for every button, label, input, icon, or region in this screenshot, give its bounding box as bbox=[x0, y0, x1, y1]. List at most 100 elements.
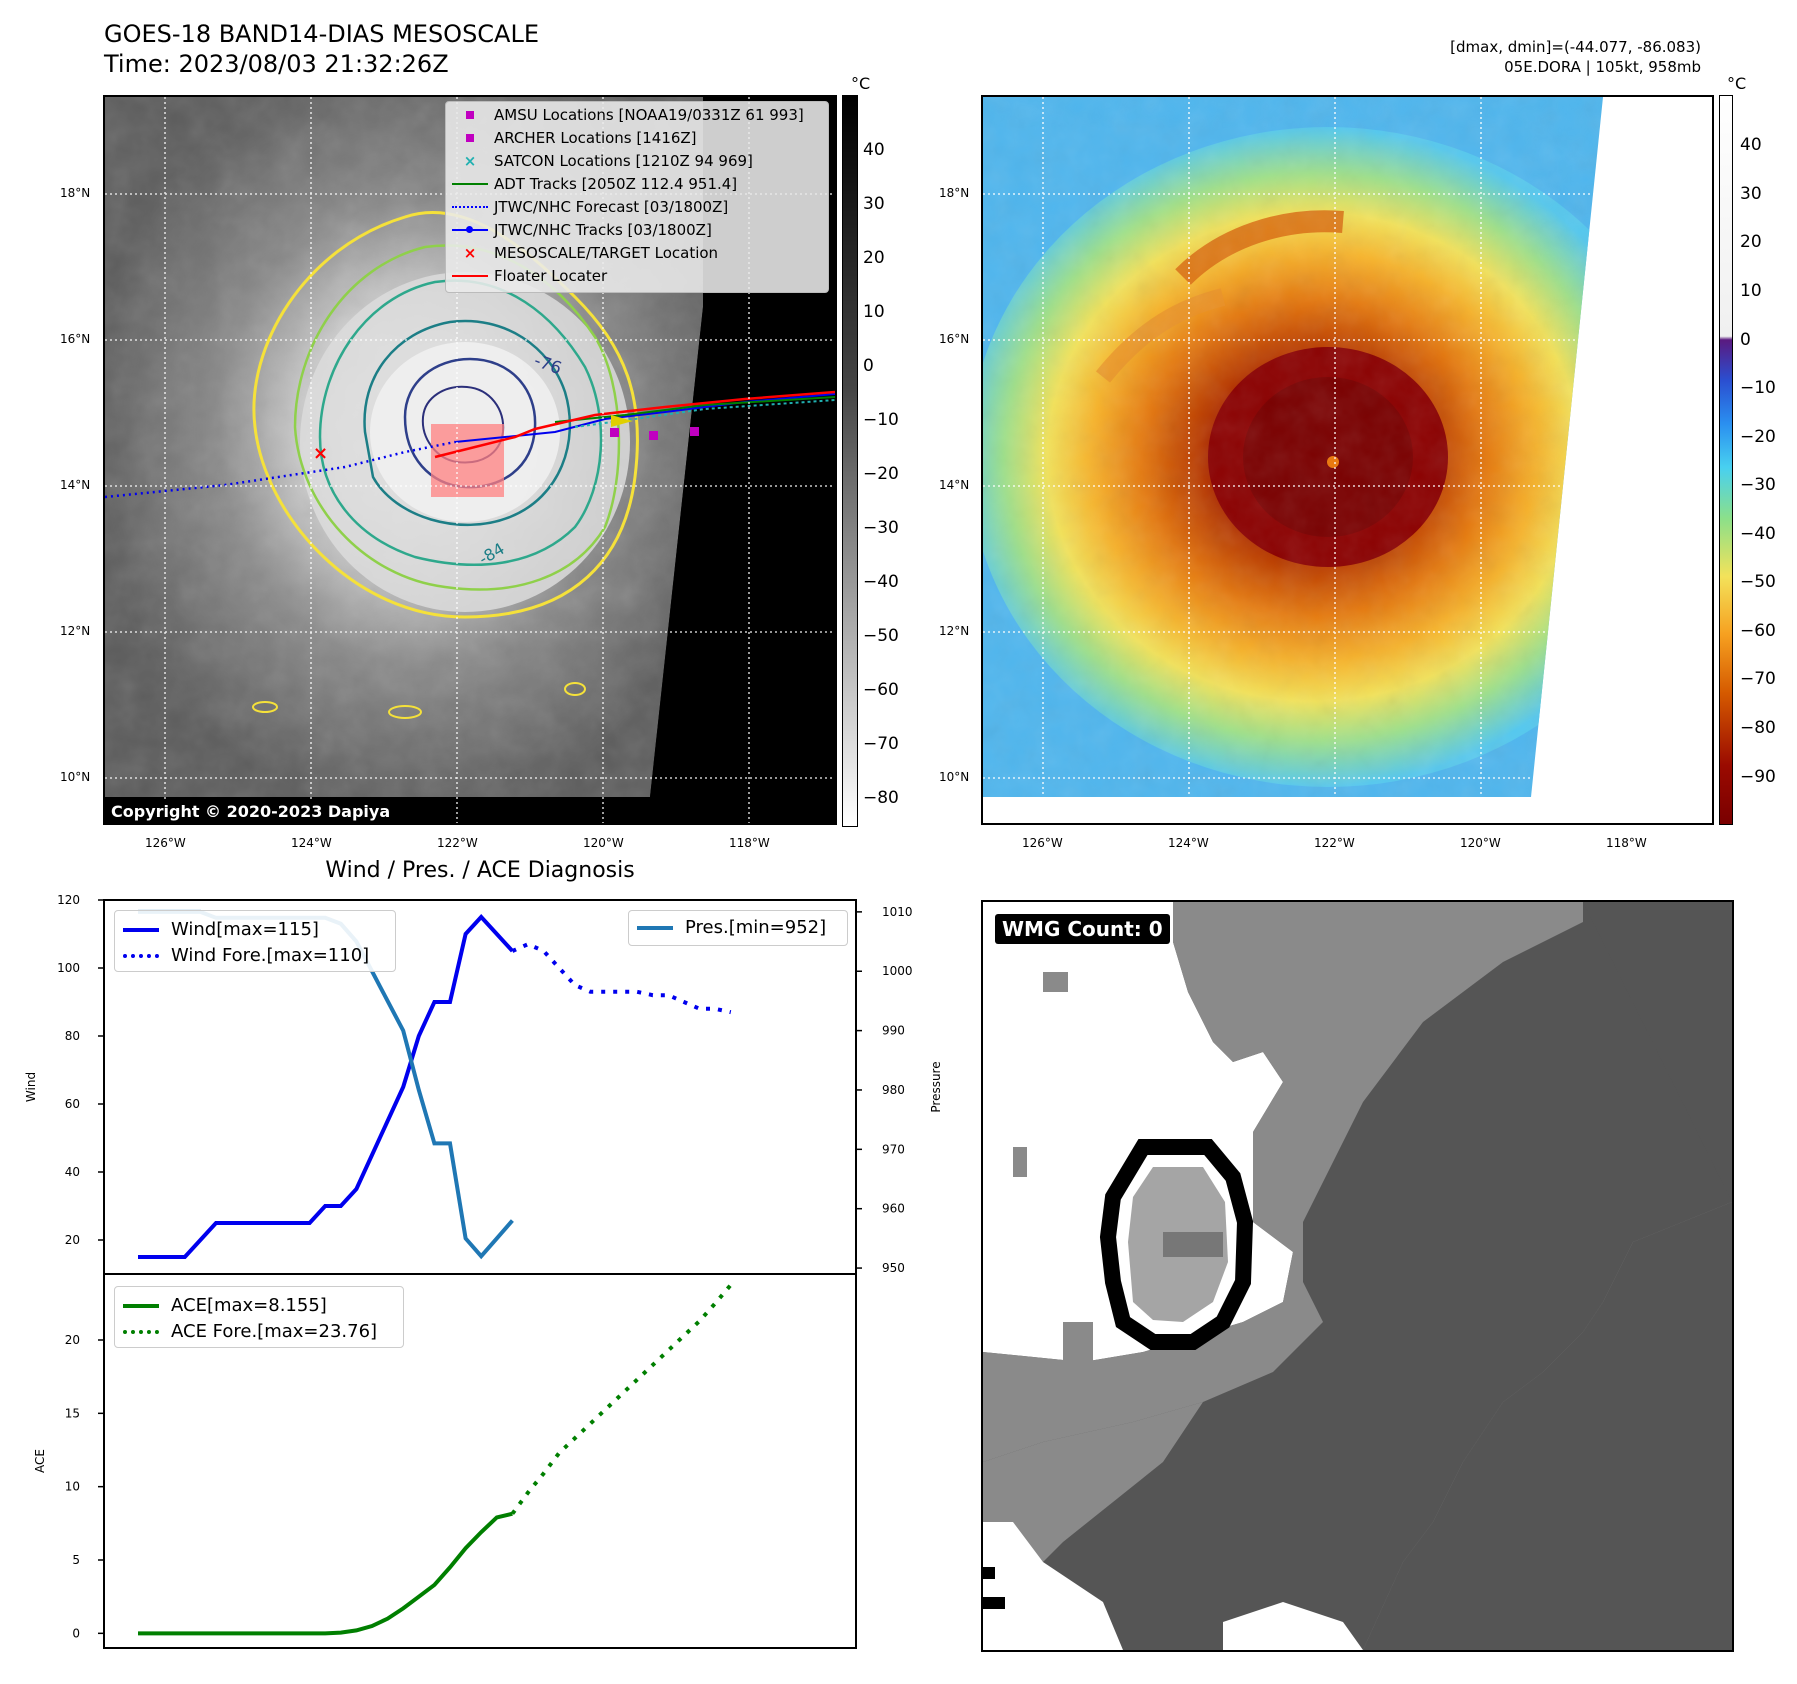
square-icon bbox=[466, 134, 474, 142]
colorbar-tick: −70 bbox=[1740, 669, 1776, 689]
wmg-panel: WMG Count: 0 bbox=[981, 900, 1734, 1652]
y-right-tick-label: 990 bbox=[882, 1024, 905, 1038]
wind-axis-label: Wind bbox=[24, 1072, 38, 1102]
y-right-tick-label: 970 bbox=[882, 1142, 905, 1156]
map-legend: AMSU Locations [NOAA19/0331Z 61 993] ARC… bbox=[445, 101, 829, 293]
legend-item-archer: ARCHER Locations [1416Z] bbox=[446, 127, 697, 149]
ir-color-enhanced-map bbox=[981, 95, 1714, 825]
square-icon bbox=[466, 111, 474, 119]
legend-label: JTWC/NHC Forecast [03/1800Z] bbox=[494, 198, 729, 216]
lon-label: 126°W bbox=[1022, 836, 1063, 850]
lat-label: 10°N bbox=[939, 770, 970, 784]
y-tick-label: 100 bbox=[57, 961, 80, 975]
lon-label: 124°W bbox=[1168, 836, 1209, 850]
copyright-label: Copyright © 2020-2023 Dapiya bbox=[105, 800, 397, 823]
legend-item-satcon: × SATCON Locations [1210Z 94 969] bbox=[446, 150, 753, 172]
wind-legend: Wind[max=115] Wind Fore.[max=110] bbox=[114, 910, 396, 972]
stats-line1: [dmax, dmin]=(-44.077, -86.083) bbox=[1450, 38, 1701, 56]
lat-label: 14°N bbox=[60, 478, 91, 492]
line-icon bbox=[452, 183, 488, 185]
wmg-image bbox=[983, 902, 1732, 1650]
colorbar-tick: −50 bbox=[1740, 572, 1776, 592]
wind-pressure-ace-chart: 20 40 60 80 100 120 950 960 970 980 990 1000 1010 0 5 1… bbox=[24, 893, 943, 1649]
y-right-tick-label: 1010 bbox=[882, 905, 913, 919]
pressure-legend: Pres.[min=952] bbox=[628, 910, 848, 946]
line-dot-icon bbox=[452, 226, 488, 233]
legend-item-forecast: JTWC/NHC Forecast [03/1800Z] bbox=[446, 196, 728, 218]
y-right-tick-label: 1000 bbox=[882, 964, 913, 978]
colorbar-tick: −20 bbox=[1740, 427, 1776, 447]
colorbar-tick: −30 bbox=[1740, 475, 1776, 495]
legend-label: ACE[max=8.155] bbox=[171, 1295, 327, 1316]
lon-label: 120°W bbox=[583, 836, 624, 850]
colorbar-tick: −50 bbox=[863, 626, 899, 646]
lat-label: 18°N bbox=[939, 186, 970, 200]
series-line-0 bbox=[138, 914, 514, 1259]
colorbar-tick: −70 bbox=[863, 734, 899, 754]
ace-tick-label: 0 bbox=[72, 1626, 80, 1640]
legend-item-target: × MESOSCALE/TARGET Location bbox=[446, 242, 718, 264]
lon-label: 126°W bbox=[145, 836, 186, 850]
diagnosis-title: Wind / Pres. / ACE Diagnosis bbox=[325, 858, 635, 883]
left-colorbar-unit: °C bbox=[851, 74, 871, 93]
ace-tick-label: 5 bbox=[72, 1553, 80, 1567]
colorbar-tick: 30 bbox=[1740, 184, 1762, 204]
colorbar-tick: 10 bbox=[863, 302, 885, 322]
legend-label: Wind[max=115] bbox=[171, 919, 319, 940]
figure-title-line1: GOES-18 BAND14-DIAS MESOSCALE bbox=[104, 20, 540, 48]
mesoscale-target-box bbox=[431, 424, 504, 497]
legend-label: AMSU Locations [NOAA19/0331Z 61 993] bbox=[494, 106, 804, 124]
colorbar-tick: −10 bbox=[1740, 378, 1776, 398]
colorbar-tick: −40 bbox=[1740, 524, 1776, 544]
figure-title-line2: Time: 2023/08/03 21:32:26Z bbox=[104, 50, 449, 78]
colorbar-tick: 20 bbox=[1740, 232, 1762, 252]
legend-label: MESOSCALE/TARGET Location bbox=[494, 244, 719, 262]
colorbar-tick: 40 bbox=[1740, 135, 1762, 155]
lat-label: 16°N bbox=[60, 332, 91, 346]
dotted-line-icon bbox=[452, 206, 488, 208]
ir-grayscale-map: -76 -84 × bbox=[103, 95, 837, 825]
right-colorbar bbox=[1719, 95, 1733, 825]
stats-line2: 05E.DORA | 105kt, 958mb bbox=[1504, 58, 1701, 76]
legend-label: Floater Locater bbox=[494, 267, 608, 285]
lon-label: 118°W bbox=[729, 836, 770, 850]
legend-label: Wind Fore.[max=110] bbox=[171, 945, 370, 966]
colorbar-tick: 20 bbox=[863, 248, 885, 268]
legend-item-adt: ADT Tracks [2050Z 112.4 951.4] bbox=[446, 173, 737, 195]
colorbar-tick: −60 bbox=[1740, 621, 1776, 641]
legend-item-ace: ACE[max=8.155] bbox=[123, 1295, 327, 1316]
dotted-line-icon bbox=[123, 953, 159, 958]
right-colorbar-unit: °C bbox=[1727, 74, 1747, 93]
colorbar-tick: −90 bbox=[1740, 767, 1776, 787]
line-icon bbox=[637, 925, 673, 930]
ace-legend: ACE[max=8.155] ACE Fore.[max=23.76] bbox=[114, 1286, 404, 1348]
legend-item-wind: Wind[max=115] bbox=[123, 919, 319, 940]
ace-axis-label: ACE bbox=[33, 1449, 47, 1473]
lon-label: 120°W bbox=[1460, 836, 1501, 850]
lat-label: 12°N bbox=[939, 624, 970, 638]
lon-label: 122°W bbox=[437, 836, 478, 850]
colorbar-tick: −30 bbox=[863, 518, 899, 538]
wmg-count-badge: WMG Count: 0 bbox=[995, 914, 1170, 944]
lat-label: 16°N bbox=[939, 332, 970, 346]
legend-label: ADT Tracks [2050Z 112.4 951.4] bbox=[494, 175, 738, 193]
legend-label: ACE Fore.[max=23.76] bbox=[171, 1321, 378, 1342]
ace-tick-label: 20 bbox=[65, 1333, 80, 1347]
x-icon: × bbox=[463, 244, 477, 262]
ace-tick-label: 10 bbox=[65, 1480, 80, 1494]
colorbar-tick: 0 bbox=[1740, 330, 1751, 350]
lon-label: 122°W bbox=[1314, 836, 1355, 850]
colorbar-tick: −40 bbox=[863, 572, 899, 592]
ace-series-line-0 bbox=[138, 1511, 513, 1636]
lon-label: 118°W bbox=[1606, 836, 1647, 850]
legend-label: ARCHER Locations [1416Z] bbox=[494, 129, 697, 147]
lat-label: 18°N bbox=[60, 186, 91, 200]
svg-text:×: × bbox=[313, 443, 328, 464]
colorbar-tick: −60 bbox=[863, 680, 899, 700]
y-right-tick-label: 950 bbox=[882, 1261, 905, 1275]
y-tick-label: 40 bbox=[65, 1165, 80, 1179]
y-tick-label: 120 bbox=[57, 893, 80, 907]
y-tick-label: 60 bbox=[65, 1097, 80, 1111]
lat-label: 10°N bbox=[60, 770, 91, 784]
y-tick-label: 80 bbox=[65, 1029, 80, 1043]
